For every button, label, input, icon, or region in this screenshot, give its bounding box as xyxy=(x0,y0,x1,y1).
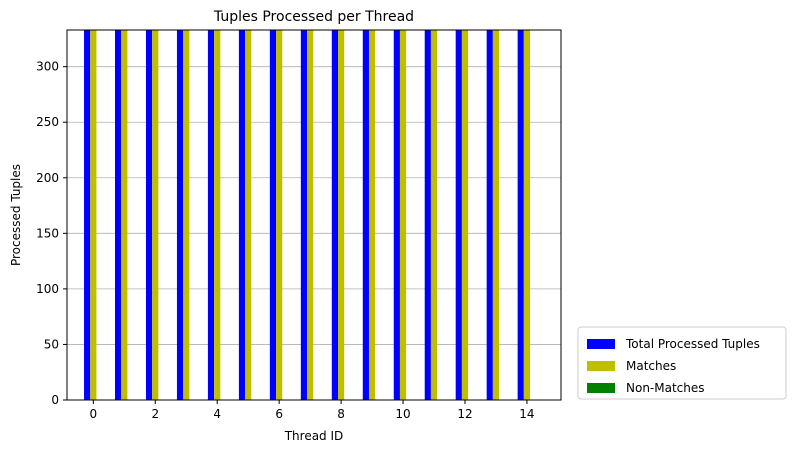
x-axis-ticks: 0 2 4 6 8 10 12 14 xyxy=(90,400,535,421)
y-axis-label: Processed Tuples xyxy=(9,164,23,266)
x-tick-label: 0 xyxy=(90,407,98,421)
bar xyxy=(269,30,277,400)
legend-label: Matches xyxy=(626,359,676,373)
legend-box xyxy=(577,326,787,400)
plot-frame xyxy=(66,29,562,401)
bar xyxy=(214,30,221,400)
bar xyxy=(492,30,500,400)
bar xyxy=(245,30,252,400)
bar xyxy=(276,30,283,400)
bar xyxy=(461,30,469,400)
x-tick-label: 8 xyxy=(337,407,345,421)
bar xyxy=(152,30,159,400)
x-tick-label: 14 xyxy=(519,407,534,421)
x-tick-label: 6 xyxy=(275,407,283,421)
x-tick-label: 2 xyxy=(151,407,159,421)
chart-title: Tuples Processed per Thread xyxy=(213,9,414,25)
bar xyxy=(207,30,215,400)
y-tick-label: 150 xyxy=(36,226,59,240)
bar xyxy=(338,30,345,400)
bar xyxy=(523,30,531,400)
bar xyxy=(238,30,246,400)
y-axis-ticks: 0 50 100 150 200 250 300 xyxy=(36,60,67,407)
bar xyxy=(121,30,128,400)
y-tick-label: 100 xyxy=(36,282,59,296)
bar xyxy=(145,30,153,400)
bar xyxy=(183,30,190,400)
legend: Total Processed Tuples Matches Non-Matches xyxy=(577,326,787,400)
bar xyxy=(424,30,431,400)
bar xyxy=(486,30,493,400)
x-tick-label: 10 xyxy=(395,407,410,421)
bar xyxy=(176,30,184,400)
bar xyxy=(362,30,369,400)
bar xyxy=(430,30,438,400)
bar xyxy=(90,30,97,400)
bar xyxy=(84,30,91,400)
legend-swatch xyxy=(587,339,615,349)
bar xyxy=(331,30,339,400)
legend-swatch xyxy=(587,361,615,371)
bar xyxy=(393,30,400,400)
legend-label: Total Processed Tuples xyxy=(625,337,760,351)
y-tick-label: 300 xyxy=(36,60,59,74)
bar xyxy=(399,30,407,400)
legend-label: Non-Matches xyxy=(626,381,705,395)
bar xyxy=(368,30,376,400)
y-tick-label: 50 xyxy=(44,337,59,351)
bars xyxy=(84,30,531,400)
legend-swatch xyxy=(587,383,615,393)
x-axis-label: Thread ID xyxy=(284,429,344,443)
bar xyxy=(115,30,122,400)
bar xyxy=(307,30,314,400)
y-tick-label: 250 xyxy=(36,115,59,129)
y-tick-label: 200 xyxy=(36,171,59,185)
bar xyxy=(300,30,308,400)
bar xyxy=(517,30,524,400)
bar xyxy=(455,30,462,400)
x-tick-label: 12 xyxy=(457,407,472,421)
y-tick-label: 0 xyxy=(51,393,59,407)
x-tick-label: 4 xyxy=(213,407,221,421)
